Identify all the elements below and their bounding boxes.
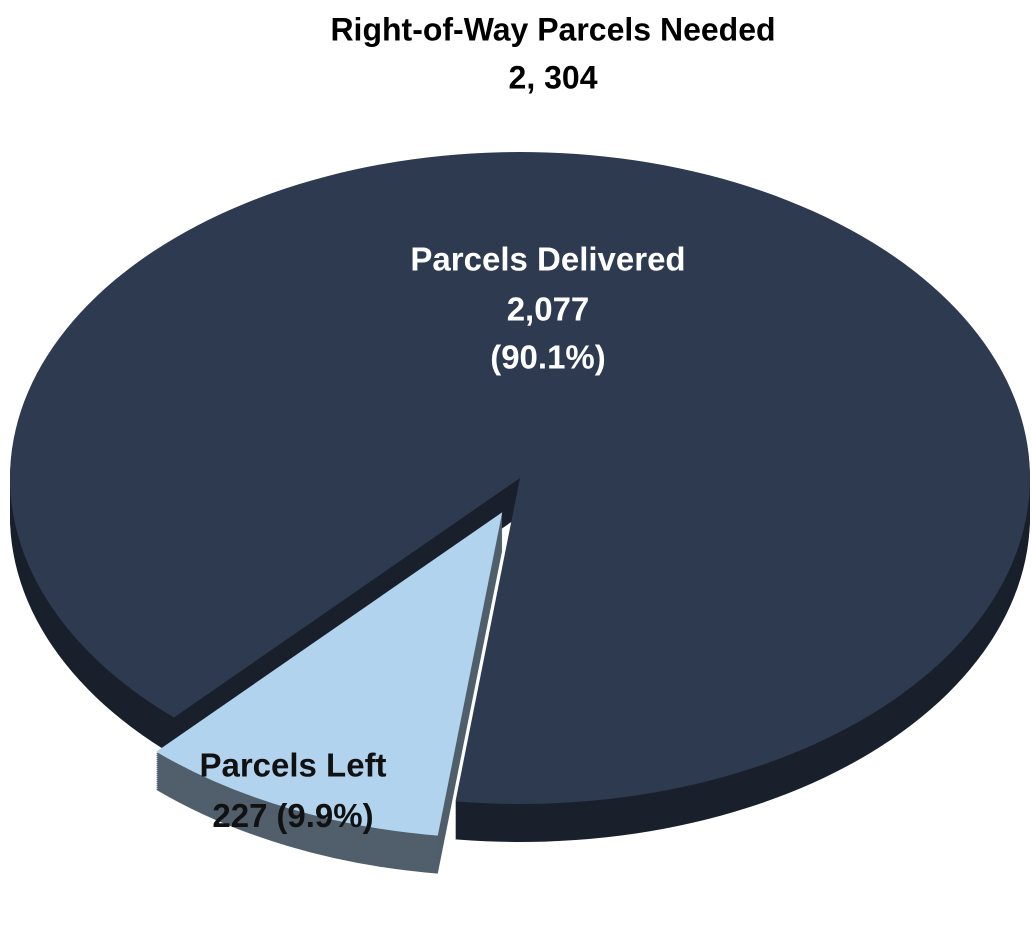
- percent-label: (90.1%): [490, 339, 606, 376]
- slice: [156, 512, 503, 836]
- value-percent-label: 227 (9.9%): [212, 797, 373, 834]
- slice-label: Parcels Delivered: [410, 241, 685, 278]
- value-label: 2,077: [507, 291, 590, 328]
- slice: [156, 512, 503, 874]
- slice-label: Parcels Left: [199, 747, 386, 784]
- slice: [10, 151, 1030, 805]
- chart-subtitle: 2, 304: [509, 59, 598, 95]
- value-label: 227: [212, 797, 267, 834]
- chart-title: Right-of-Way Parcels Needed: [330, 11, 775, 47]
- slice: [9, 151, 1030, 843]
- percent-label: (9.9%): [276, 797, 373, 834]
